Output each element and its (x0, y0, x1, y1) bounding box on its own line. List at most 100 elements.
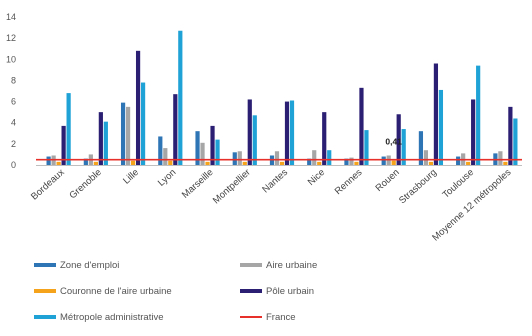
x-axis: Bordeaux Grenoble Lille Lyon MarseilleMontpe… (29, 165, 522, 243)
bar (312, 150, 317, 165)
bar (317, 161, 322, 165)
bar (401, 129, 406, 165)
bar (274, 151, 280, 165)
bar (279, 161, 285, 165)
bar (83, 158, 88, 165)
bar (344, 158, 349, 165)
annotations: 0,41 (385, 137, 402, 147)
bar (232, 152, 237, 165)
legend-label: Métropole administrative (60, 311, 164, 323)
x-tick-label: Rennes (333, 167, 365, 197)
bar (98, 112, 103, 165)
bar (135, 50, 141, 165)
bar (508, 106, 513, 165)
bar (46, 156, 51, 165)
bars (46, 30, 518, 166)
bar (349, 157, 354, 165)
bar (66, 93, 71, 165)
bar (56, 161, 61, 165)
y-tick-label: 8 (11, 75, 16, 85)
legend-item-france: France (240, 310, 296, 324)
bar (93, 161, 98, 165)
bar (476, 65, 481, 165)
bar (423, 150, 429, 165)
legend-swatch (34, 315, 56, 319)
bar (163, 148, 168, 165)
bar (289, 100, 295, 165)
bar (61, 125, 66, 165)
bar (173, 94, 178, 165)
bar (513, 118, 518, 165)
legend-swatch (240, 263, 262, 267)
data-label: 0,41 (385, 137, 402, 147)
bar (391, 160, 396, 165)
bar (178, 30, 183, 165)
bar (381, 156, 386, 165)
x-tick-label: Nice (306, 167, 327, 188)
legend-swatch (240, 289, 262, 293)
bar (503, 161, 508, 165)
bar (140, 82, 146, 165)
x-tick-label: Toulouse (441, 167, 477, 201)
bar (359, 87, 364, 165)
y-tick-label: 12 (6, 33, 16, 43)
bar (125, 106, 131, 165)
x-tick-label: Strasbourg (397, 167, 439, 206)
bar (418, 131, 424, 165)
bar (205, 161, 210, 165)
y-tick-label: 14 (6, 12, 16, 22)
y-axis: 0 2 4 6 8 10 12 14 (6, 12, 16, 170)
y-tick-label: 10 (6, 54, 16, 64)
legend-item-aire-urbaine: Aire urbaine (240, 258, 317, 272)
bar (433, 63, 439, 166)
bar (307, 158, 312, 165)
legend-swatch (240, 316, 262, 318)
bar (252, 115, 257, 165)
bar (471, 99, 476, 165)
x-tick-label: Nantes (260, 167, 290, 195)
bar (200, 142, 205, 165)
bar (168, 160, 173, 165)
legend-label: Zone d'emploi (60, 259, 120, 271)
x-tick-label: Rouen (374, 167, 402, 194)
bar (195, 131, 200, 165)
bar (364, 130, 369, 165)
y-tick-label: 0 (11, 160, 16, 170)
bar (215, 139, 220, 165)
x-tick-label: Marseille (180, 167, 216, 201)
bar (103, 121, 108, 165)
x-tick-label: Grenoble (67, 167, 103, 201)
bar (428, 161, 434, 165)
bar (322, 112, 327, 165)
bar (396, 114, 401, 165)
x-tick-label: Lille (121, 167, 141, 186)
bar (284, 101, 290, 165)
bar (456, 156, 461, 165)
bar (247, 99, 252, 165)
bar (120, 102, 126, 165)
y-tick-label: 6 (11, 97, 16, 107)
legend-item-metropole: Métropole administrative (34, 310, 164, 324)
bar (327, 150, 332, 165)
bar (498, 151, 503, 165)
bar (466, 161, 471, 165)
legend-swatch (34, 263, 56, 267)
legend-item-pole-urbain: Pôle urbain (240, 284, 314, 298)
legend-label: Pôle urbain (266, 285, 315, 297)
bar (158, 136, 163, 165)
x-tick-label: Montpellier (211, 167, 253, 206)
legend-label: Aire urbaine (266, 259, 318, 271)
legend-swatch (34, 289, 56, 293)
bar (237, 151, 242, 165)
bar (354, 161, 359, 165)
bar (210, 125, 215, 165)
bar (438, 89, 444, 165)
bar (242, 161, 247, 165)
legend-item-couronne: Couronne de l'aire urbaine (34, 284, 172, 298)
legend-item-zone-emploi: Zone d'emploi (34, 258, 119, 272)
x-tick-label: Bordeaux (29, 167, 67, 203)
legend-label: France (266, 311, 296, 323)
y-tick-label: 2 (11, 139, 16, 149)
bar (130, 160, 136, 165)
